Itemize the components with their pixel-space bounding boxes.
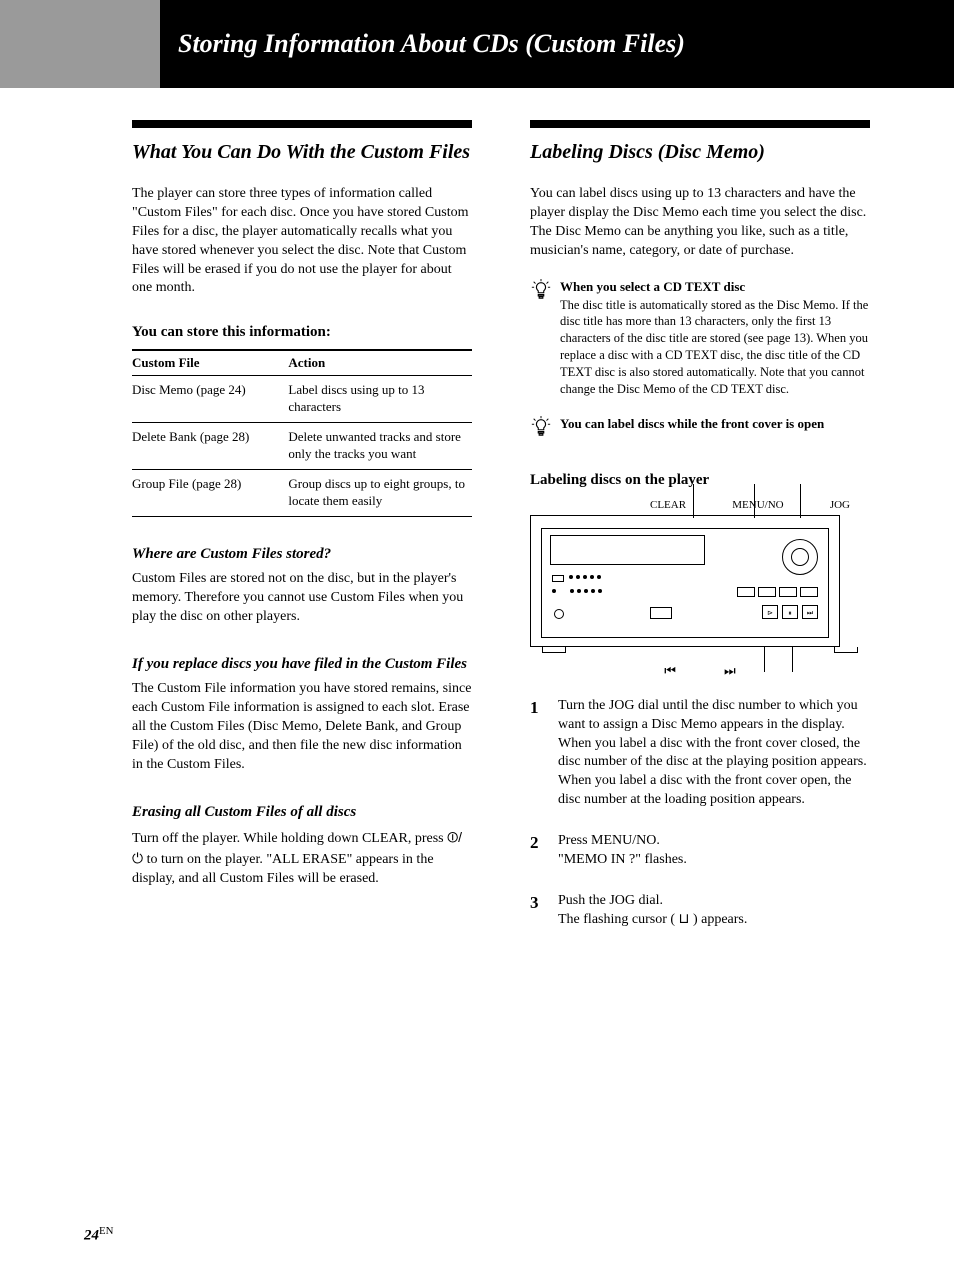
tip1-text: The disc title is automatically stored a… [560,297,870,398]
panel-heading: Labeling discs on the player [530,472,870,489]
where-heading: Where are Custom Files stored? [132,545,472,565]
chapter-title: Storing Information About CDs (Custom Fi… [160,0,954,88]
prev-track-icon: ⏮ [664,663,676,679]
table-row: Delete Bank (page 28) Delete unwanted tr… [132,423,472,470]
custom-files-table: Custom File Action Disc Memo (page 24) L… [132,349,472,516]
section-rule [530,120,870,128]
right-column: Labeling Discs (Disc Memo) You can label… [530,120,870,952]
device-display [550,535,705,565]
device-panel: ⊳⏸⏭ [541,528,829,638]
bulb-svg [530,279,552,301]
tip2-title: You can label discs while the front cove… [560,416,870,432]
page-header: Storing Information About CDs (Custom Fi… [0,0,954,88]
section-rule [132,120,472,128]
label-menu: MENU/NO [732,499,783,511]
page-number: 24 [84,1227,99,1243]
right-title: Labeling Discs (Disc Memo) [530,140,870,165]
cell-action: Group discs up to eight groups, to locat… [288,469,472,516]
tip1-content: When you select a CD TEXT disc The disc … [560,279,870,398]
device-right-buttons [737,587,818,597]
erase-heading: Erasing all Custom Files of all discs [132,803,472,823]
label-jog: JOG [830,499,850,511]
lightbulb-icon [530,279,552,305]
next-track-icon: ⏭ [724,663,736,679]
tip-block-2: You can label discs while the front cove… [530,416,870,442]
lightbulb-icon [530,416,552,442]
table-row: Disc Memo (page 24) Label discs using up… [132,376,472,423]
left-title: What You Can Do With the Custom Files [132,140,472,165]
device-feet [530,647,870,653]
steps-list: Turn the JOG dial until the disc number … [530,697,870,930]
device-callout-labels: CLEAR MENU/NO JOG [530,499,870,511]
step-item: Push the JOG dial.The flashing cursor ( … [530,892,870,930]
leader-line [693,484,694,518]
cell-file: Delete Bank (page 28) [132,423,288,470]
step-1-body: Turn the JOG dial until the disc number … [558,697,870,810]
leader-line [764,646,765,672]
col-header-action: Action [288,350,472,376]
cell-action: Label discs using up to 13 characters [288,376,472,423]
left-column: What You Can Do With the Custom Files Th… [132,120,472,952]
device-button-row [552,575,601,582]
header-gray-block [0,0,160,88]
replace-text: The Custom File information you have sto… [132,680,472,774]
bulb-svg [530,416,552,438]
right-intro: You can label discs using up to 13 chara… [530,185,870,261]
page-footer: 24EN [84,1225,113,1244]
erase-text: Turn off the player. While holding down … [132,828,472,889]
leader-line [800,484,801,518]
device-frame: ⊳⏸⏭ [530,515,840,647]
track-icons-row: ⏮ ⏭ [530,663,870,679]
device-track-buttons: ⊳⏸⏭ [762,605,818,619]
erase-text-post: to turn on the player. "ALL ERASE" appea… [132,852,434,886]
tip1-title: When you select a CD TEXT disc [560,279,870,295]
device-mid-button [650,607,672,619]
cell-file: Disc Memo (page 24) [132,376,288,423]
page-lang: EN [99,1225,113,1237]
left-intro: The player can store three types of info… [132,185,472,298]
tip-block-1: When you select a CD TEXT disc The disc … [530,279,870,398]
leader-line [754,484,755,518]
jog-dial [782,539,818,575]
page-body: What You Can Do With the Custom Files Th… [132,120,880,952]
table-heading: You can store this information: [132,324,472,341]
step-2-body: Press MENU/NO."MEMO IN ?" flashes. [558,832,870,870]
replace-heading: If you replace discs you have filed in t… [132,655,472,675]
table-row: Group File (page 28) Group discs up to e… [132,469,472,516]
cell-action: Delete unwanted tracks and store only th… [288,423,472,470]
device-illustration: CLEAR MENU/NO JOG [530,499,870,653]
device-dot-row2 [552,589,602,593]
step-item: Turn the JOG dial until the disc number … [530,697,870,810]
table-header-row: Custom File Action [132,350,472,376]
where-text: Custom Files are stored not on the disc,… [132,570,472,627]
label-clear: CLEAR [650,499,686,511]
device-small-circle [554,609,564,619]
step-3-body: Push the JOG dial.The flashing cursor ( … [558,892,870,930]
col-header-file: Custom File [132,350,288,376]
tip2-content: You can label discs while the front cove… [560,416,870,434]
cell-file: Group File (page 28) [132,469,288,516]
step-item: Press MENU/NO."MEMO IN ?" flashes. [530,832,870,870]
erase-text-pre: Turn off the player. While holding down … [132,831,447,846]
leader-line [792,646,793,672]
